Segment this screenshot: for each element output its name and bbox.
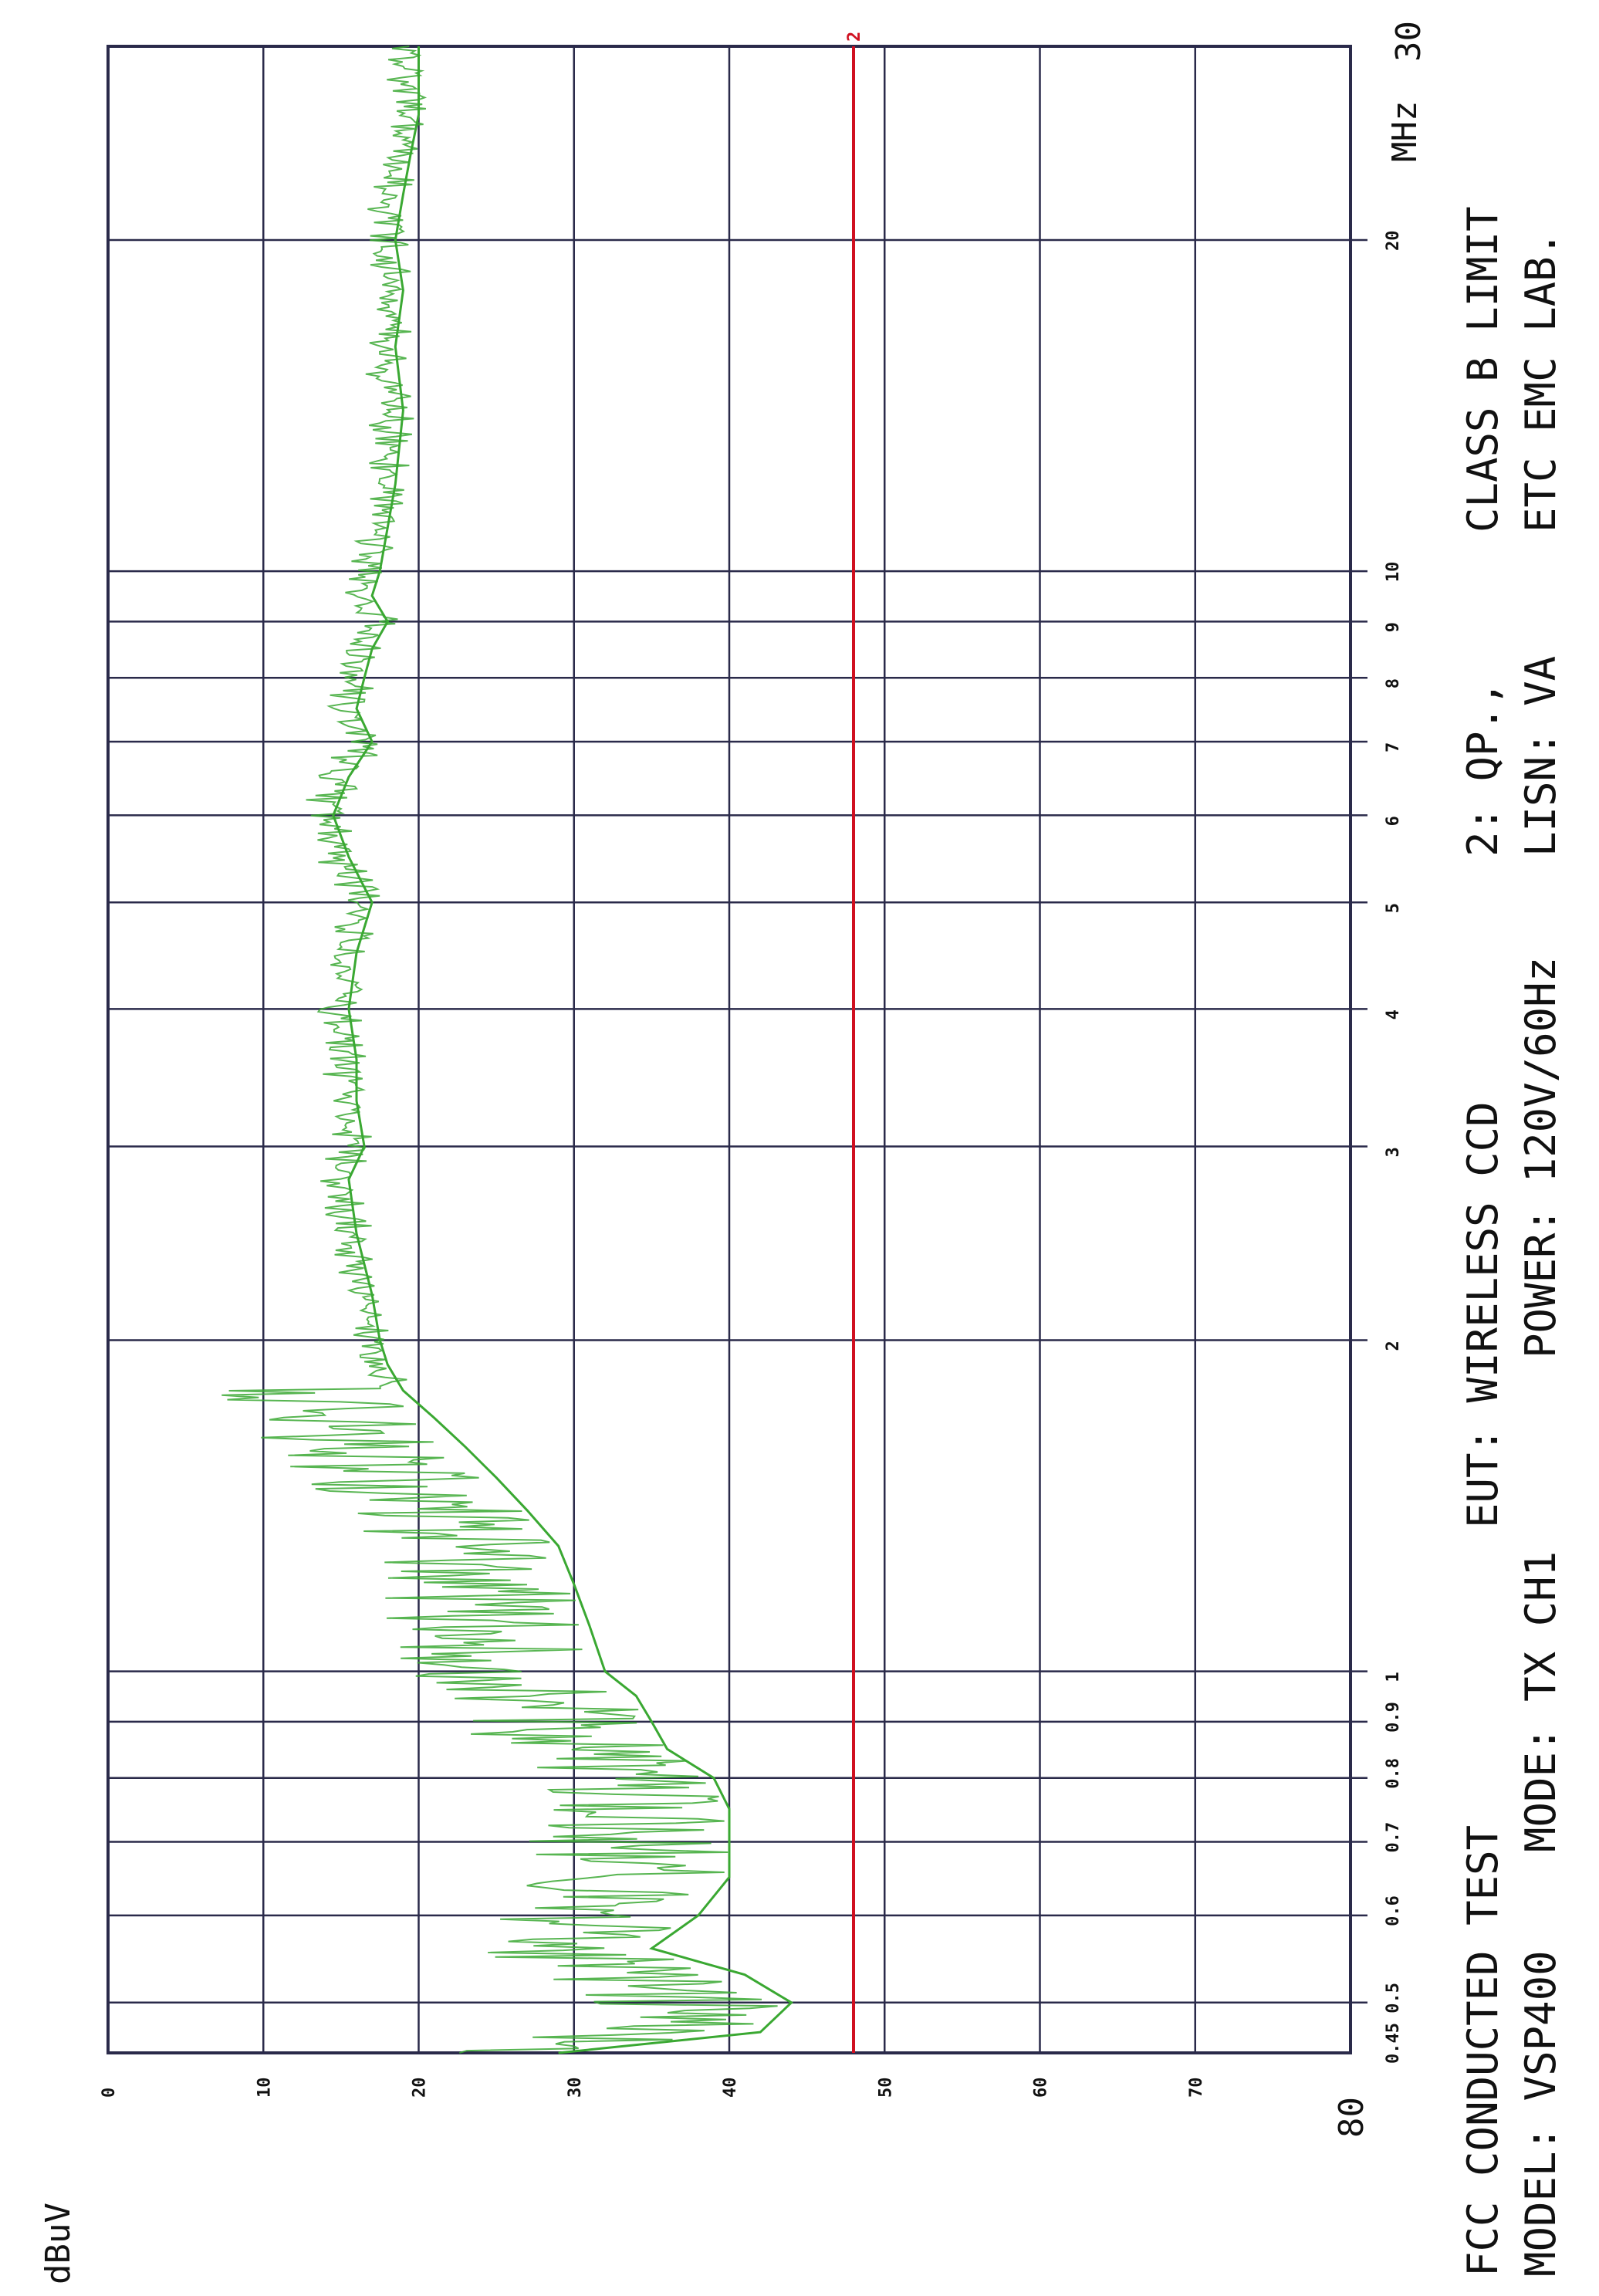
frequency-tick-label: 1 [1384, 1672, 1403, 1682]
emission-noise [221, 46, 778, 2054]
frequency-tick-label: 0.8 [1384, 1758, 1403, 1789]
value-tick-label: 20 [411, 2078, 430, 2098]
value-tick-label: 80 [1332, 2097, 1371, 2138]
title-line: FCC CONDUCTED TEST [1459, 1825, 1507, 2277]
frequency-tick-label: 2 [1384, 1341, 1403, 1351]
power-line: POWER: 120V/60Hz [1516, 957, 1565, 1358]
frequency-tick-label: 7 [1384, 742, 1403, 752]
model-line: MODEL: VSP400 [1516, 1950, 1565, 2277]
value-tick-label: 70 [1187, 2078, 1206, 2098]
limit-line-text: CLASS B LIMIT [1459, 206, 1507, 533]
frequency-tick-label: 0.45 [1384, 2023, 1403, 2064]
frequency-tick-label: 0.9 [1384, 1702, 1403, 1733]
x-axis-unit-label: MHz [1385, 101, 1425, 162]
eut-line: EUT: WIRELESS CCD [1459, 1101, 1507, 1528]
frequency-tick-label: 4 [1384, 1009, 1403, 1020]
value-gridlines [262, 46, 1196, 2053]
emission-trace [332, 46, 793, 2054]
mode-line: MODE: TX CH1 [1516, 1551, 1565, 1852]
frequency-tick-label: 30 [1389, 21, 1428, 62]
plot-area: 2 [106, 32, 1367, 2054]
value-tick-label: 0 [100, 2088, 119, 2098]
frequency-tick-label: 0.6 [1384, 1895, 1403, 1926]
frequency-tick-label: 3 [1384, 1147, 1403, 1157]
value-tick-labels: 0 10 20 30 40 50 60 70 80 [100, 2078, 1371, 2139]
frequency-tick-label: 8 [1384, 678, 1403, 688]
info-block: FCC CONDUCTED TEST MODEL: VSP400 MODE: T… [1459, 206, 1565, 2277]
y-axis-label: dBuV [39, 2203, 78, 2284]
frequency-tick-labels: 0.45 0.5 0.6 0.7 0.8 0.9 1 2 3 4 5 6 7 8 9 10 20 30 [1384, 21, 1428, 2064]
limit-line-group: 2 [845, 32, 864, 2053]
frequency-tick-label: 0.7 [1384, 1822, 1403, 1853]
lab-line: ETC EMC LAB. [1516, 232, 1565, 533]
value-tick-label: 30 [566, 2078, 585, 2098]
frequency-tick-label: 6 [1384, 816, 1403, 826]
frequency-tick-label: 0.5 [1384, 1983, 1403, 2014]
frequency-tick-label: 20 [1384, 231, 1403, 252]
frequency-tick-label: 9 [1384, 622, 1403, 632]
value-tick-label: 10 [255, 2078, 274, 2098]
frequency-gridlines [108, 238, 1367, 2004]
frequency-tick-label: 5 [1384, 903, 1403, 913]
qp-line: 2: QP., [1459, 681, 1507, 857]
limit-marker-label: 2 [845, 32, 864, 42]
lisn-line: LISN: VA [1516, 656, 1565, 857]
value-tick-label: 50 [876, 2078, 895, 2098]
value-tick-label: 60 [1032, 2078, 1051, 2098]
value-tick-label: 40 [721, 2078, 740, 2098]
frequency-tick-label: 10 [1384, 562, 1403, 583]
